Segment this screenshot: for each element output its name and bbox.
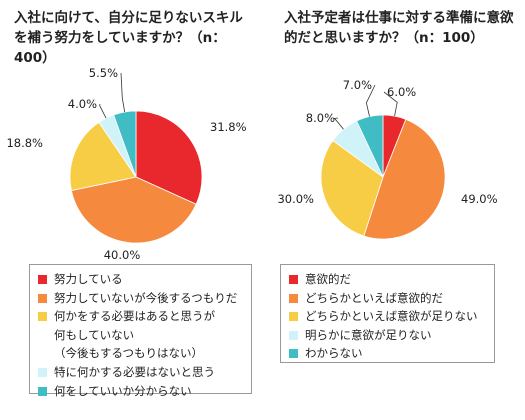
pie-slice bbox=[363, 118, 446, 240]
legend-label: 努力していないが今後するつもりだ bbox=[54, 290, 238, 305]
chart-panel-right: 入社予定者は仕事に対する準備に意欲 的だと思いますか？（n：100） 6.0% 4… bbox=[262, 0, 525, 420]
legend-item: どちらかといえば意欲が足りない bbox=[287, 307, 490, 326]
legend-swatch bbox=[38, 386, 47, 396]
legend-label: 何をしていいか分からない bbox=[54, 383, 192, 398]
data-label: 7.0% bbox=[343, 78, 372, 92]
legend-item: 努力していないが今後するつもりだ bbox=[36, 289, 247, 308]
pie-slice bbox=[69, 121, 137, 191]
chart-title: 入社予定者は仕事に対する準備に意欲 的だと思いますか？（n：100） bbox=[284, 10, 514, 46]
legend: 意欲的だどちらかといえば意欲的だどちらかといえば意欲が足りない 明らかに意欲が足り… bbox=[280, 264, 495, 363]
legend-item: わからない bbox=[287, 344, 490, 363]
legend-label: 特に何かする必要はないと思う bbox=[54, 364, 215, 379]
legend-label: 明らかに意欲が足りない bbox=[305, 327, 432, 342]
data-label: 4.0% bbox=[68, 97, 97, 111]
data-label: 5.5% bbox=[89, 66, 118, 80]
legend-item: 明らかに意欲が足りない bbox=[287, 326, 490, 345]
leader-line bbox=[99, 103, 107, 119]
legend-swatch bbox=[289, 293, 298, 303]
leader-line bbox=[365, 84, 376, 117]
legend-label: どちらかといえば意欲が足りない bbox=[305, 309, 478, 324]
legend-item: 何をしていいか分からない bbox=[36, 382, 247, 401]
legend-swatch bbox=[38, 367, 47, 377]
pie-slice bbox=[320, 140, 384, 237]
pie-chart: 6.0% 49.0% 30.0% 8.0% 7.0% bbox=[277, 78, 498, 240]
legend: 努力している努力していないが今後するつもりだ何かをする必要はあると思うが 何もし… bbox=[29, 264, 252, 398]
legend-label: 何かをする必要はあると思うが 何もしていない （今後もするつもりはない） bbox=[54, 309, 215, 361]
legend-label: どちらかといえば意欲的だ bbox=[305, 290, 443, 305]
pie-slice bbox=[356, 114, 384, 178]
legend-item: 意欲的だ bbox=[287, 270, 490, 289]
leader-line bbox=[383, 91, 398, 117]
legend-swatch bbox=[289, 312, 298, 322]
legend-item: 努力している bbox=[36, 270, 247, 289]
legend-swatch bbox=[38, 293, 47, 303]
pie-slice bbox=[135, 110, 203, 205]
legend-label: わからない bbox=[305, 346, 363, 361]
leader-line bbox=[120, 72, 126, 113]
data-label: 49.0% bbox=[461, 192, 498, 206]
legend-label: 努力している bbox=[54, 272, 123, 286]
legend-item: 特に何かする必要はないと思う bbox=[36, 363, 247, 382]
legend-swatch bbox=[38, 312, 47, 322]
data-label: 31.8% bbox=[210, 120, 247, 134]
data-label: 30.0% bbox=[277, 192, 314, 206]
legend-swatch bbox=[38, 275, 47, 284]
data-label: 18.8% bbox=[6, 136, 43, 150]
data-label: 40.0% bbox=[104, 248, 141, 262]
pie-chart: 31.8% 40.0% 18.8% 4.0% 5.5% bbox=[6, 66, 247, 262]
legend-label: 意欲的だ bbox=[305, 272, 351, 286]
chart-panel-left: 入社に向けて、自分に足りないスキル を補う努力をしていますか？（n： 400） … bbox=[0, 0, 262, 420]
chart-title: 入社に向けて、自分に足りないスキル を補う努力をしていますか？（n： 400） bbox=[14, 10, 243, 66]
legend-item: どちらかといえば意欲的だ bbox=[287, 289, 490, 308]
pie-slice bbox=[70, 176, 197, 244]
legend-item: 何かをする必要はあると思うが 何もしていない （今後もするつもりはない） bbox=[36, 307, 247, 363]
leader-line bbox=[333, 117, 344, 130]
legend-swatch bbox=[289, 349, 298, 359]
legend-swatch bbox=[289, 330, 298, 340]
legend-swatch bbox=[289, 275, 298, 284]
data-label: 6.0% bbox=[387, 85, 416, 99]
data-label: 8.0% bbox=[306, 111, 335, 125]
